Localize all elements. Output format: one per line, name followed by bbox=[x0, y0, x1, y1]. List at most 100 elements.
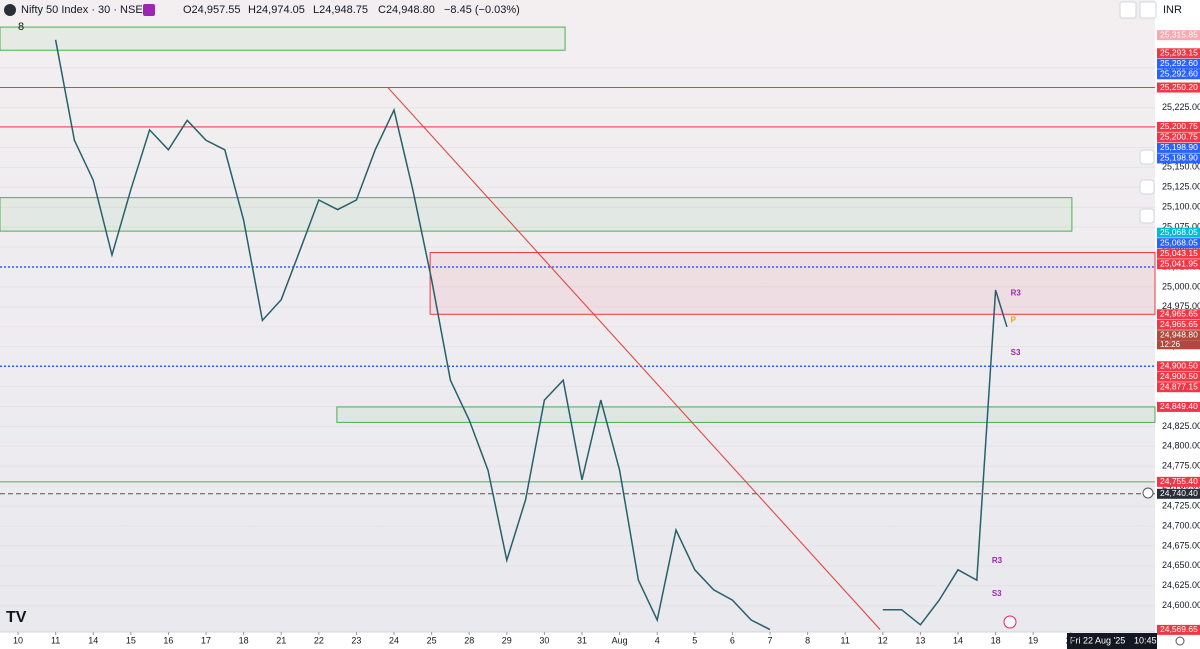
x-tick-label: 22 bbox=[314, 635, 324, 645]
annotation: S3 bbox=[1011, 348, 1021, 357]
x-tick-label: 24 bbox=[389, 635, 399, 645]
status-icon[interactable] bbox=[143, 4, 155, 16]
side-button[interactable] bbox=[1139, 179, 1155, 195]
price-badge bbox=[1157, 248, 1200, 259]
zone bbox=[0, 26, 566, 51]
price-badge-label: 24,740.40 bbox=[1160, 488, 1198, 498]
price-badge-label: 25,041.95 bbox=[1160, 258, 1198, 268]
annotation: R3 bbox=[992, 556, 1003, 565]
x-tick-label: 15 bbox=[126, 635, 136, 645]
y-tick-label: 24,650.00 bbox=[1162, 560, 1200, 570]
price-badge bbox=[1157, 401, 1200, 412]
y-tick-label: 24,625.00 bbox=[1162, 580, 1200, 590]
x-tick-label: 14 bbox=[88, 635, 98, 645]
y-tick-label: 24,725.00 bbox=[1162, 500, 1200, 510]
y-tick-label: 25,225.00 bbox=[1162, 102, 1200, 112]
price-badge-label: 25,292.60 bbox=[1160, 58, 1198, 68]
price-badge bbox=[1157, 82, 1200, 93]
price-badge bbox=[1157, 476, 1200, 487]
x-tick-label: 25 bbox=[427, 635, 437, 645]
y-tick-label: 24,700.00 bbox=[1162, 520, 1200, 530]
price-badge-label: 25,200.75 bbox=[1160, 132, 1198, 142]
price-badge bbox=[1157, 227, 1200, 238]
time-badge-date: Fri 22 Aug '25 bbox=[1070, 635, 1125, 645]
x-tick-label: 19 bbox=[1028, 635, 1038, 645]
x-tick-label: Aug bbox=[612, 635, 628, 645]
side-button[interactable] bbox=[1139, 149, 1155, 165]
price-badge bbox=[1157, 58, 1200, 69]
price-badge-label: 25,292.60 bbox=[1160, 69, 1198, 79]
y-tick-label: 24,775.00 bbox=[1162, 461, 1200, 471]
price-badge-label: 24,900.50 bbox=[1160, 360, 1198, 370]
price-badge-label: 25,198.90 bbox=[1160, 153, 1198, 163]
price-line bbox=[54, 39, 1008, 631]
x-tick-label: 10 bbox=[13, 635, 23, 645]
x-tick-label: 11 bbox=[841, 635, 850, 645]
price-badge bbox=[1157, 382, 1200, 393]
zone bbox=[0, 197, 1073, 232]
annotation: S3 bbox=[992, 589, 1002, 598]
x-tick-label: 18 bbox=[239, 635, 249, 645]
trendline bbox=[387, 87, 881, 630]
price-badge-label: 24,755.40 bbox=[1160, 476, 1198, 486]
x-tick-label: 7 bbox=[767, 635, 772, 645]
price-badge-label: 24,569.65 bbox=[1160, 624, 1198, 634]
symbol-icon bbox=[4, 4, 16, 16]
x-tick-label: 5 bbox=[692, 635, 697, 645]
x-tick-label: 8 bbox=[805, 635, 810, 645]
price-badge bbox=[1157, 142, 1200, 153]
price-badge bbox=[1157, 319, 1200, 330]
price-badge-label: 24,948.80 bbox=[1160, 330, 1198, 340]
price-badge bbox=[1157, 121, 1200, 132]
countdown-badge bbox=[1157, 340, 1200, 350]
price-badge bbox=[1157, 132, 1200, 143]
y-tick-label: 25,000.00 bbox=[1162, 281, 1200, 291]
price-badge bbox=[1157, 361, 1200, 372]
plot-background bbox=[0, 0, 1155, 632]
ohlc-open: O24,957.55 bbox=[183, 4, 241, 16]
price-badge-label: 25,068.05 bbox=[1160, 237, 1198, 247]
price-badge bbox=[1157, 371, 1200, 382]
x-tick-label: 31 bbox=[577, 635, 587, 645]
zone bbox=[336, 406, 1156, 423]
price-badge-label: 24,877.15 bbox=[1160, 381, 1198, 391]
tv-logo: TV bbox=[6, 609, 27, 626]
x-tick-label: 14 bbox=[953, 635, 963, 645]
y-tick-label: 25,075.00 bbox=[1162, 222, 1200, 232]
price-badge-label: 24,965.65 bbox=[1160, 309, 1198, 319]
price-badge bbox=[1157, 30, 1200, 41]
y-tick-label: 24,675.00 bbox=[1162, 540, 1200, 550]
x-tick-label: 28 bbox=[464, 635, 474, 645]
crosshair-plus[interactable] bbox=[1142, 487, 1154, 499]
price-badge bbox=[1157, 488, 1200, 499]
x-tick-label: 17 bbox=[201, 635, 211, 645]
price-badge-label: 24,849.40 bbox=[1160, 401, 1198, 411]
price-badge-label: 25,068.05 bbox=[1160, 227, 1198, 237]
y-tick-label: 24,975.00 bbox=[1162, 301, 1200, 311]
x-tick-label: 29 bbox=[502, 635, 512, 645]
x-tick-label: 16 bbox=[163, 635, 173, 645]
price-badge bbox=[1157, 259, 1200, 270]
x-tick-label: 12 bbox=[878, 635, 888, 645]
annotation: P bbox=[1011, 315, 1017, 324]
scroll-button[interactable] bbox=[1119, 1, 1137, 19]
annotation: R3 bbox=[1011, 288, 1022, 297]
time-badge-clock: 10:45 bbox=[1134, 635, 1157, 645]
price-badge bbox=[1157, 330, 1200, 341]
compare-button[interactable] bbox=[1139, 1, 1157, 19]
settings-icon[interactable] bbox=[1175, 636, 1185, 646]
event-icon[interactable] bbox=[1003, 615, 1017, 629]
y-tick-label: 24,800.00 bbox=[1162, 441, 1200, 451]
x-tick-label: 20 bbox=[1066, 635, 1076, 645]
time-badge bbox=[1067, 633, 1157, 649]
price-badge-label: 25,200.75 bbox=[1160, 121, 1198, 131]
price-badge bbox=[1157, 309, 1200, 320]
symbol-title: Nifty 50 Index · 30 · NSE bbox=[21, 4, 143, 16]
ohlc-change: −8.45 (−0.03%) bbox=[444, 4, 520, 16]
side-button[interactable] bbox=[1139, 208, 1155, 224]
currency-label[interactable]: INR bbox=[1163, 4, 1182, 16]
y-tick-label: 24,825.00 bbox=[1162, 421, 1200, 431]
y-tick-label: 25,100.00 bbox=[1162, 202, 1200, 212]
price-badge bbox=[1157, 48, 1200, 59]
